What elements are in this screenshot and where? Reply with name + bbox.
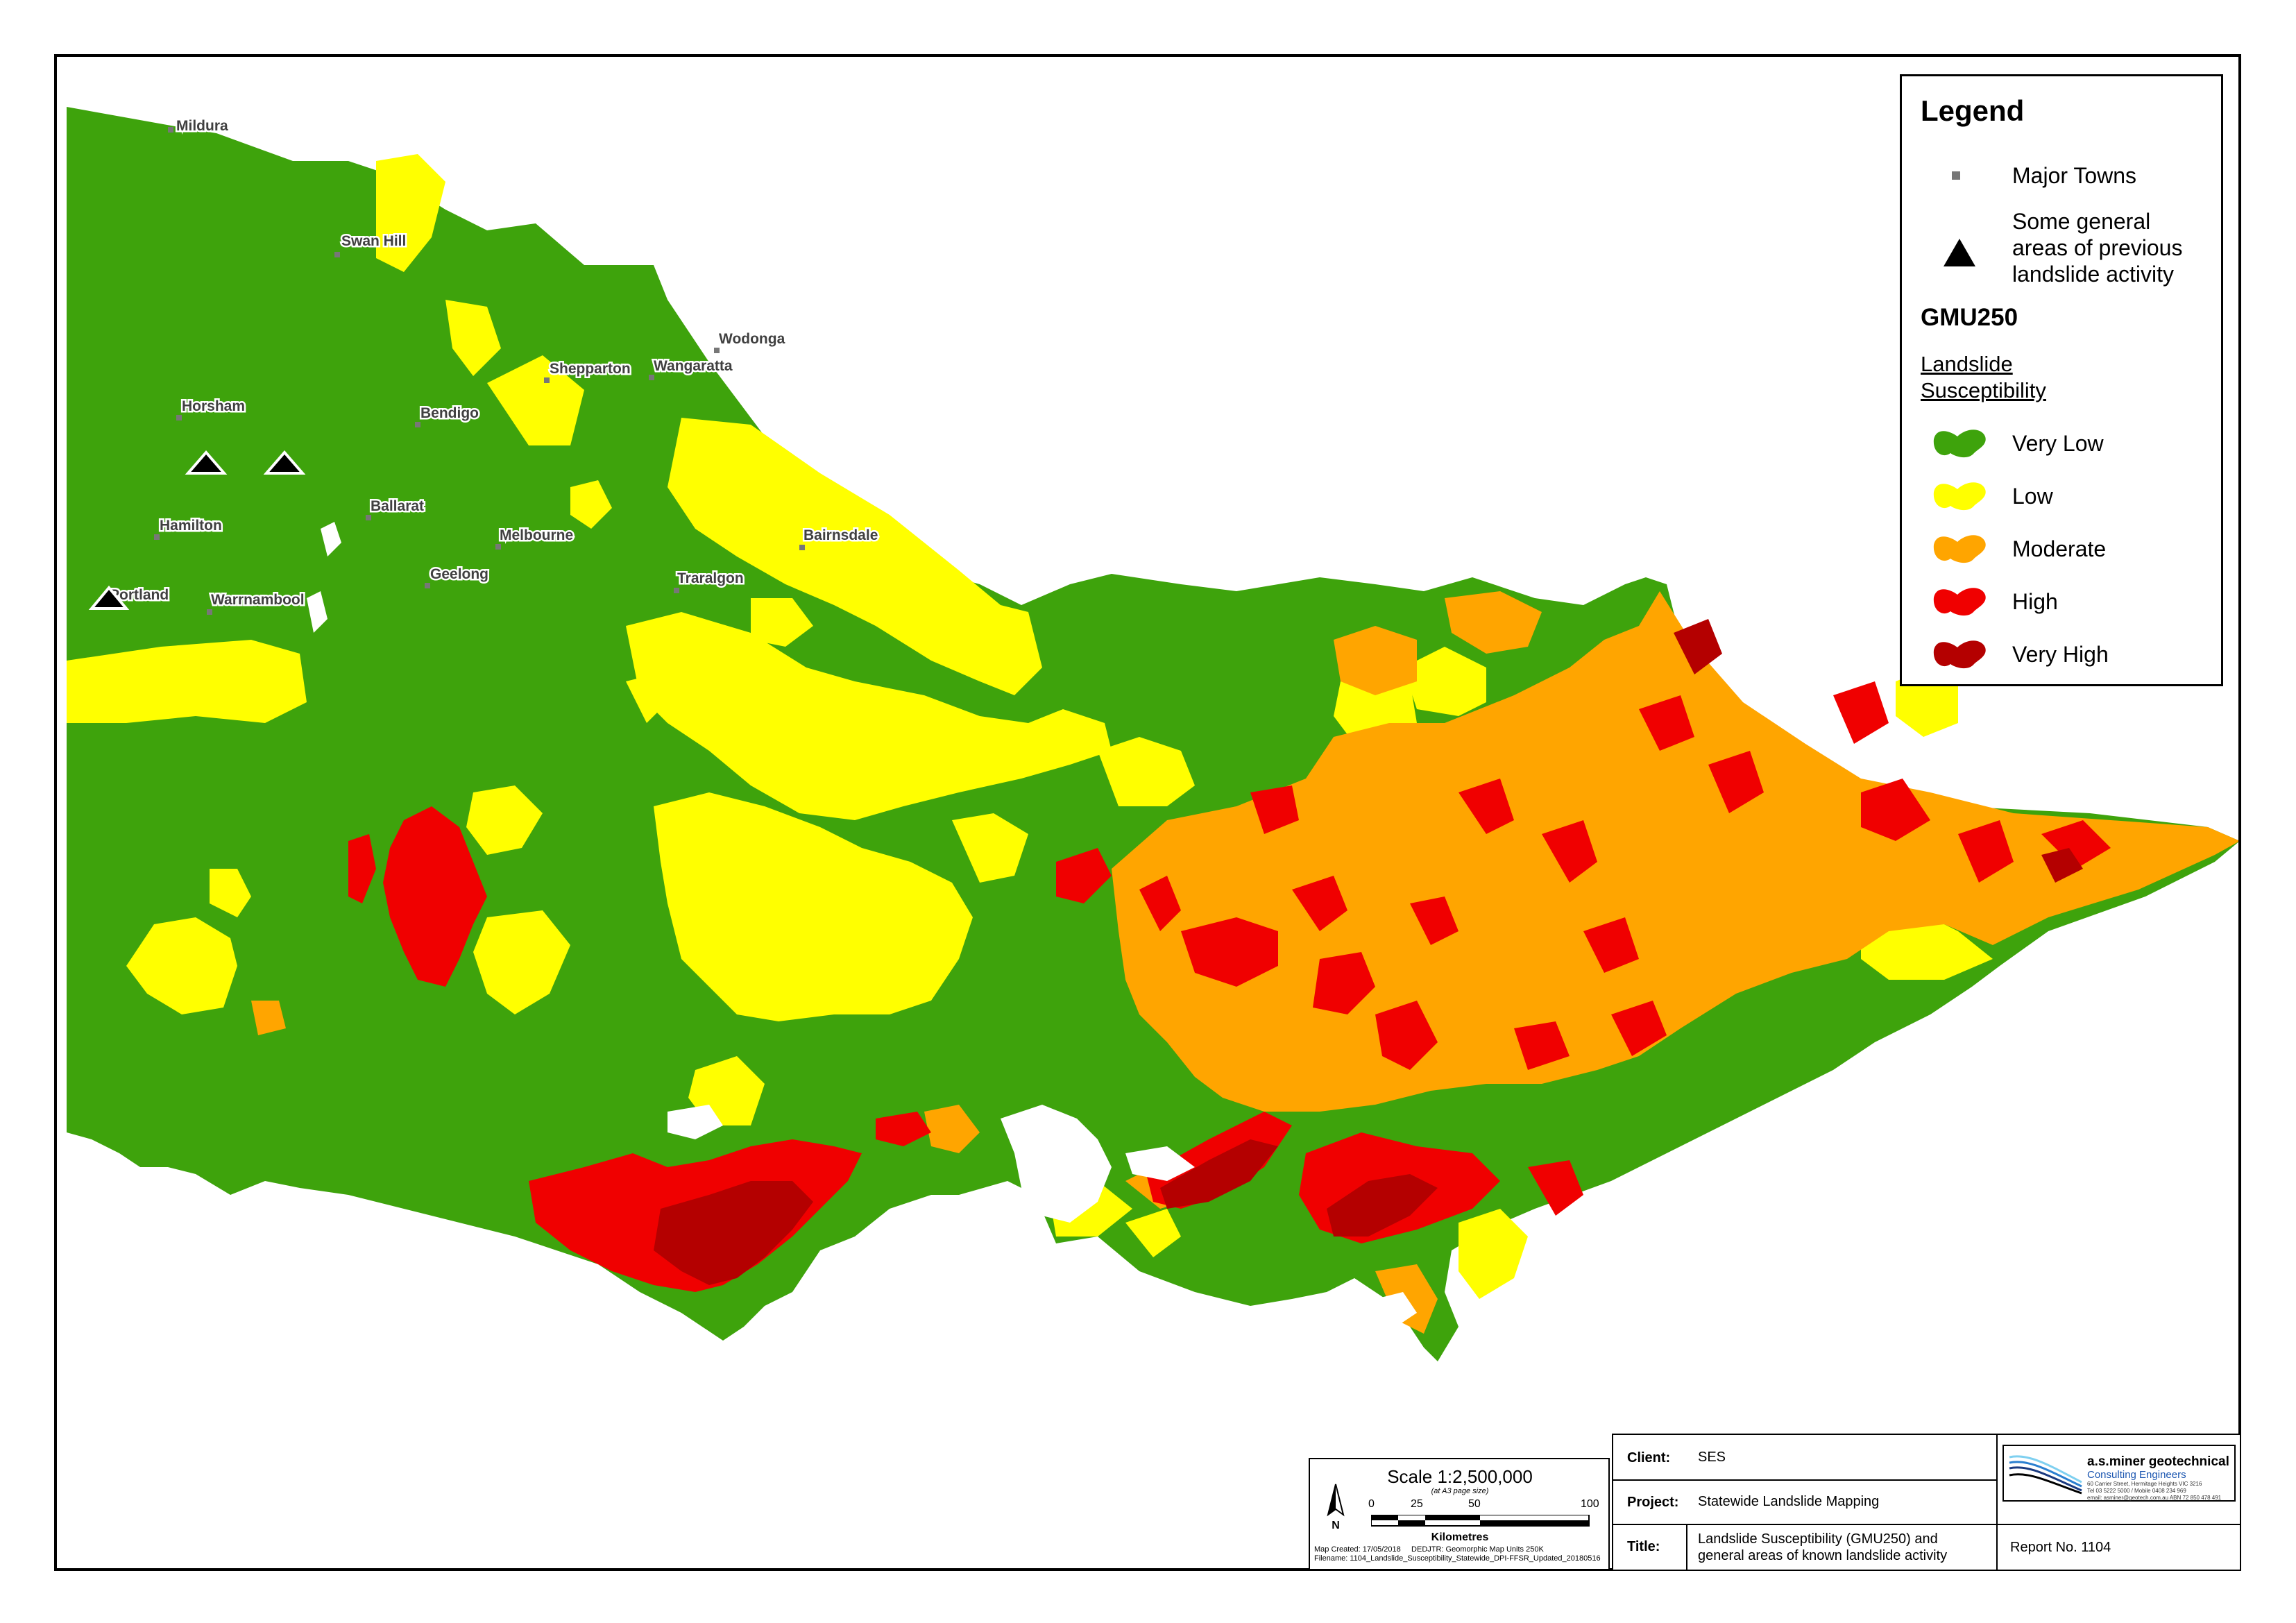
wave-logo-icon <box>2009 1455 2082 1495</box>
town-swan-hill[interactable]: Swan Hill <box>334 232 408 257</box>
client-key: Client: <box>1627 1450 1671 1465</box>
town-horsham[interactable]: Horsham <box>176 397 247 420</box>
town-melbourne[interactable]: Melbourne <box>495 526 575 550</box>
landslide-activity-markers <box>88 450 306 610</box>
client-value: SES <box>1698 1450 1726 1465</box>
susceptibility-very-high-areas <box>654 619 2083 1285</box>
logo-company-name: a.s.miner geotechnical <box>2087 1454 2229 1469</box>
title-block: Client: SES Project: Statewide Landslide… <box>1612 1434 2241 1571</box>
logo-subtitle: Consulting Engineers <box>2087 1469 2186 1481</box>
legend-susceptibility-line1: Landslide <box>1921 352 2013 376</box>
very-low-swatch <box>1933 430 1986 458</box>
landslide-triangle[interactable] <box>185 450 228 475</box>
legend-panel: Legend Major Towns Some general areas of… <box>1900 74 2223 686</box>
legend-class-very-low: Very Low <box>2012 431 2104 456</box>
logo-address-line1: 60 Carrier Street, Hermitage Heights VIC… <box>2087 1481 2202 1487</box>
scale-tick-50: 50 <box>1468 1498 1481 1510</box>
town-label: Warrnambool <box>211 592 305 608</box>
project-value: Statewide Landslide Mapping <box>1698 1494 1880 1509</box>
logo-address: 60 Carrier Street, Hermitage Heights VIC… <box>2087 1481 2221 1502</box>
scale-units: Kilometres <box>1431 1531 1489 1543</box>
town-bairnsdale[interactable]: Bairnsdale <box>799 526 880 550</box>
town-ballarat[interactable]: Ballarat <box>366 497 426 520</box>
project-key: Project: <box>1627 1495 1679 1510</box>
legend-gmu-title: GMU250 <box>1921 304 2018 331</box>
town-wodonga[interactable]: Wodonga <box>714 330 787 353</box>
scale-subtitle: (at A3 page size) <box>1431 1487 1489 1495</box>
town-label: Bairnsdale <box>803 527 878 543</box>
town-label: Bendigo <box>420 405 479 421</box>
legend-class-very-high: Very High <box>2012 642 2109 667</box>
town-hamilton[interactable]: Hamilton <box>154 516 223 540</box>
town-label: Wodonga <box>719 331 785 347</box>
very-high-swatch <box>1933 640 1986 669</box>
town-label: Traralgon <box>677 570 744 586</box>
major-town-swatch <box>1952 171 1960 180</box>
town-label: Swan Hill <box>341 233 406 249</box>
legend-class-low: Low <box>2012 484 2053 509</box>
map-metadata: Map Created: 17/05/2018 DEDJTR: Geomorph… <box>1314 1545 1601 1563</box>
landslide-triangle-swatch <box>1944 239 1975 266</box>
landslide-triangle[interactable] <box>263 450 306 475</box>
scale-title: Scale 1:2,500,000 <box>1387 1466 1533 1487</box>
map-source: DEDJTR: Geomorphic Map Units 250K <box>1411 1545 1544 1554</box>
town-label: Geelong <box>430 566 488 582</box>
victoria-map[interactable]: Mildura Swan Hill Horsham Bendigo Sheppa… <box>57 57 2241 1571</box>
divider <box>1686 1524 1687 1571</box>
scale-box: N Scale 1:2,500,000 (at A3 page size) 0 … <box>1309 1458 1610 1570</box>
north-label: N <box>1332 1520 1340 1531</box>
legend-landslide-line1: Some general <box>2012 209 2151 234</box>
landslide-triangle[interactable] <box>88 585 130 610</box>
company-logo: a.s.miner geotechnical Consulting Engine… <box>2002 1445 2236 1502</box>
report-number: Report No. 1104 <box>2010 1540 2111 1555</box>
town-label: Wangaratta <box>654 358 733 374</box>
high-swatch <box>1933 588 1986 616</box>
legend-title: Legend <box>1921 94 2025 127</box>
town-label: Melbourne <box>500 527 573 543</box>
divider <box>1613 1479 1996 1481</box>
legend-class-moderate: Moderate <box>2012 536 2107 561</box>
town-shepparton[interactable]: Shepparton <box>544 359 632 383</box>
low-swatch <box>1933 482 1986 511</box>
town-label: Portland <box>110 587 169 603</box>
town-label: Ballarat <box>371 498 424 514</box>
title-line1: Landslide Susceptibility (GMU250) and <box>1698 1531 1938 1547</box>
water-bodies <box>307 522 1417 1327</box>
scale-tick-0: 0 <box>1368 1498 1375 1510</box>
divider <box>1613 1524 2241 1525</box>
major-towns: Mildura Swan Hill Horsham Bendigo Sheppa… <box>107 117 880 615</box>
town-label: Hamilton <box>160 518 222 534</box>
legend-landslide-line2: areas of previous <box>2012 235 2183 260</box>
moderate-swatch <box>1933 535 1986 563</box>
map-created: Map Created: 17/05/2018 <box>1314 1545 1401 1554</box>
logo-address-line2: Tel 03 5222 5000 / Mobile 0408 234 969 <box>2087 1488 2186 1494</box>
town-mildura[interactable]: Mildura <box>168 117 230 136</box>
logo-address-line3: email: asminer@geotech.com.au ABN 72 850… <box>2087 1495 2222 1501</box>
town-geelong[interactable]: Geelong <box>425 565 491 588</box>
legend-susceptibility-line2: Susceptibility <box>1921 378 2046 402</box>
title-key: Title: <box>1627 1539 1660 1554</box>
town-warrnambool[interactable]: Warrnambool <box>207 590 306 615</box>
north-arrow-icon: N <box>1327 1484 1345 1531</box>
town-traralgon[interactable]: Traralgon <box>674 569 745 593</box>
map-frame: Mildura Swan Hill Horsham Bendigo Sheppa… <box>54 54 2241 1571</box>
scale-bar <box>1371 1515 1590 1527</box>
map-filename: Filename: 1104_Landslide_Susceptibility_… <box>1314 1554 1601 1563</box>
susceptibility-high-areas <box>348 681 2111 1292</box>
scale-tick-100: 100 <box>1581 1498 1599 1510</box>
town-label: Horsham <box>182 398 245 414</box>
legend-class-high: High <box>2012 589 2058 614</box>
town-label: Shepparton <box>550 361 631 377</box>
scale-tick-25: 25 <box>1411 1498 1423 1510</box>
town-wangaratta[interactable]: Wangaratta <box>649 357 734 380</box>
divider <box>1996 1435 1998 1571</box>
title-line2: general areas of known landslide activit… <box>1698 1548 1948 1563</box>
legend-major-towns-label: Major Towns <box>2012 163 2137 188</box>
town-bendigo[interactable]: Bendigo <box>415 404 481 427</box>
legend-landslide-line3: landslide activity <box>2012 262 2174 287</box>
town-label: Mildura <box>176 118 228 134</box>
region-very-low-base <box>67 107 2238 1361</box>
